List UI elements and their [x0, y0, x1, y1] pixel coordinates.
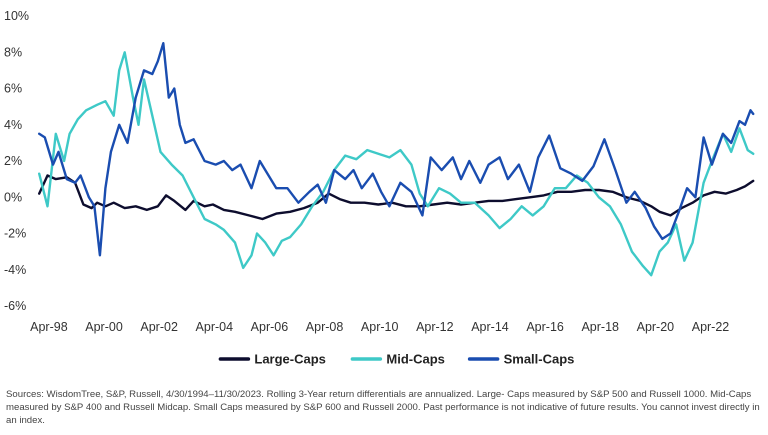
x-tick-label: Apr-12 — [416, 320, 454, 334]
series-line-small-caps — [38, 42, 755, 257]
y-tick-label: 6% — [4, 82, 22, 96]
footnote-line-1: Sources: WisdomTree, S&P, Russell, 4/30/… — [6, 389, 752, 400]
y-tick-label: 0% — [4, 190, 22, 204]
y-tick-label: 10% — [4, 9, 29, 23]
y-tick-label: -2% — [4, 227, 26, 241]
y-tick-label: 2% — [4, 154, 22, 168]
y-axis: -6% -4% -2% 0% 2% 4% 6% 8% 10% — [4, 9, 29, 313]
legend: Large-Caps Mid-Caps Small-Caps — [218, 352, 575, 367]
x-tick-label: Apr-14 — [471, 320, 509, 334]
plot-lines — [38, 42, 755, 277]
x-tick-label: Apr-98 — [30, 320, 68, 334]
line-chart: -6% -4% -2% 0% 2% 4% 6% 8% 10% Apr-98 Apr-00 Apr-0… — [4, 9, 755, 367]
x-tick-label: Apr-08 — [306, 320, 344, 334]
y-tick-label: 8% — [4, 45, 22, 59]
y-tick-label: -6% — [4, 299, 26, 313]
y-tick-label: -4% — [4, 263, 26, 277]
x-tick-label: Apr-02 — [140, 320, 178, 334]
x-tick-label: Apr-00 — [85, 320, 123, 334]
x-tick-label: Apr-20 — [637, 320, 675, 334]
series-line-mid-caps — [38, 51, 755, 277]
series-line-large-caps — [38, 174, 755, 221]
x-tick-label: Apr-06 — [251, 320, 289, 334]
x-tick-label: Apr-04 — [196, 320, 234, 334]
footnote: Sources: WisdomTree, S&P, Russell, 4/30/… — [6, 389, 762, 427]
x-tick-label: Apr-22 — [692, 320, 730, 334]
x-tick-label: Apr-18 — [581, 320, 619, 334]
x-tick-label: Apr-10 — [361, 320, 399, 334]
footnote-line-2: measured by S&P 400 and Russell Midcap. … — [6, 401, 760, 413]
x-tick-label: Apr-16 — [526, 320, 564, 334]
footnote-line-3: an index. — [6, 414, 45, 426]
y-tick-label: 4% — [4, 118, 22, 132]
x-axis: Apr-98 Apr-00 Apr-02 Apr-04 Apr-06 Apr-08 Apr-… — [30, 320, 729, 334]
legend-label: Mid-Caps — [386, 352, 445, 367]
legend-label: Small-Caps — [504, 352, 575, 367]
legend-label: Large-Caps — [254, 352, 326, 367]
